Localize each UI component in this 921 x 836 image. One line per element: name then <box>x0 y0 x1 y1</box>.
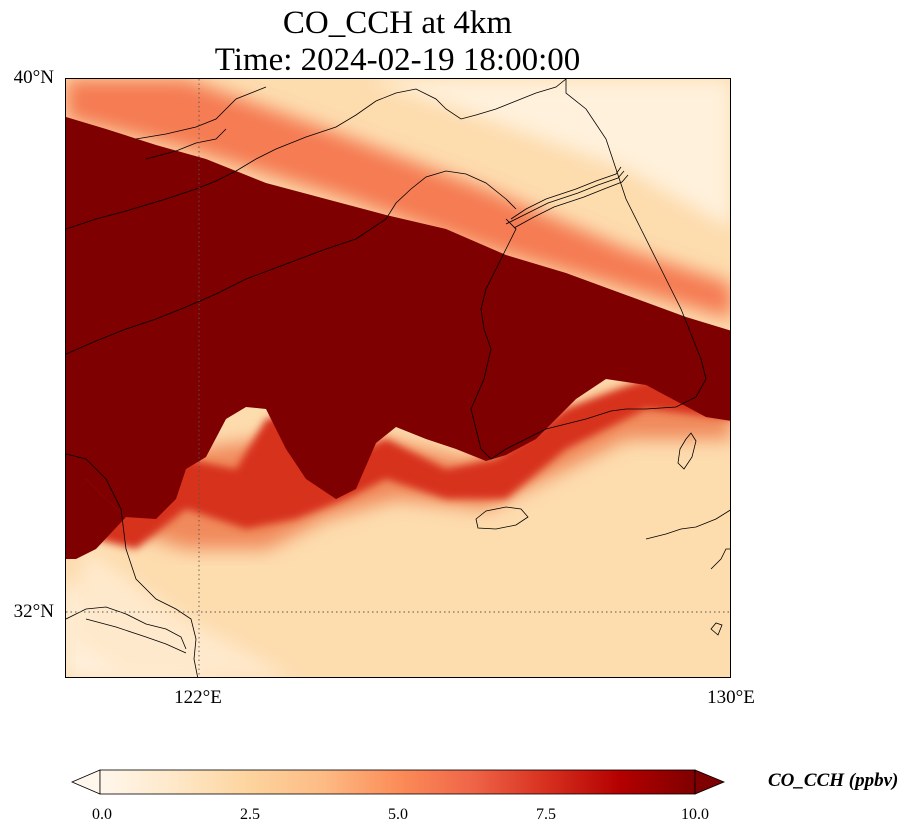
field-halo-south-red <box>66 379 730 549</box>
field-low-sw2 <box>66 549 293 677</box>
plot-title-line2: Time: 2024-02-19 18:00:00 <box>214 42 581 78</box>
colorbar-extend-max <box>694 769 726 795</box>
colorbar-tick-1: 2.5 <box>240 806 260 823</box>
field-halo-north <box>66 79 730 319</box>
colorbar-label: CO_CCH (ppbv) <box>768 770 899 791</box>
colorbar-tick-0: 0.0 <box>92 806 112 823</box>
colorbar-tick-2: 5.0 <box>388 806 408 823</box>
gridlines <box>66 79 730 677</box>
colorbar-gradient <box>99 769 696 795</box>
plot-title-line1: CO_CCH at 4km <box>282 5 513 41</box>
field-saturated-band <box>66 117 730 521</box>
colorbar-tick-4: 10.0 <box>681 806 709 823</box>
lat-label-top: 40°N <box>13 67 54 88</box>
field-low-ne <box>366 79 730 228</box>
lat-label-bottom: 32°N <box>13 601 54 622</box>
lon-label-left: 122°E <box>174 687 222 708</box>
coastlines <box>66 79 730 677</box>
colorbar-tick-3: 7.5 <box>536 806 556 823</box>
colorbar-svg <box>70 769 726 795</box>
map-panel <box>65 78 731 678</box>
colorbar <box>70 769 726 795</box>
lon-label-right: 130°E <box>707 687 755 708</box>
colorbar-extend-min <box>70 769 101 795</box>
field-saturated-tongue <box>66 479 126 559</box>
map-svg <box>66 79 730 677</box>
